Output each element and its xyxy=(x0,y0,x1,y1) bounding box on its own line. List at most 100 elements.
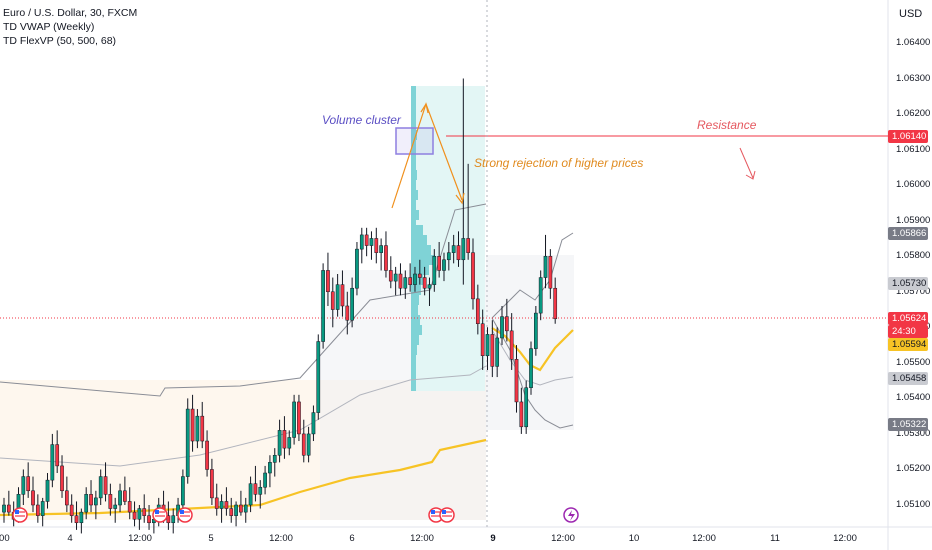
candle-body xyxy=(123,490,127,502)
candle-body xyxy=(45,479,50,502)
price-tick-label: 1.05400 xyxy=(896,392,931,403)
candle-body xyxy=(456,245,461,261)
candle-body xyxy=(485,334,490,356)
candle-body xyxy=(263,472,267,488)
candle-body xyxy=(253,483,258,495)
candle-body xyxy=(553,287,558,320)
candle-body xyxy=(214,497,219,509)
price-tag-lower-mid[interactable]: 1.05458 xyxy=(888,372,928,385)
candle-body xyxy=(195,415,200,442)
candle-body xyxy=(31,490,35,506)
candle-body xyxy=(219,501,224,509)
candle-body xyxy=(321,270,325,342)
price-tag-vwap[interactable]: 1.05594 xyxy=(888,338,928,351)
chart-legend: Euro / U.S. Dollar, 30, FXCM TD VWAP (We… xyxy=(3,6,137,48)
candle-body xyxy=(229,508,234,516)
price-tick-label: 1.05700 xyxy=(896,285,931,297)
candle-body xyxy=(301,433,306,456)
price-tag-last-price[interactable]: 1.05624 xyxy=(888,312,928,325)
volume-profile-bar xyxy=(411,235,427,245)
candle-body xyxy=(224,501,229,509)
candle-body xyxy=(147,515,151,524)
candle-body xyxy=(185,408,190,477)
candle-body xyxy=(427,284,432,289)
resistance-arrow-head xyxy=(745,170,756,180)
candle-body xyxy=(529,348,533,388)
candle-body xyxy=(471,252,475,300)
candle-body xyxy=(369,238,374,246)
upper-band-line xyxy=(0,203,487,397)
candle-body xyxy=(345,305,350,321)
candle-body xyxy=(239,504,243,513)
candle-body xyxy=(306,433,311,456)
time-tick-label: 4 xyxy=(67,533,73,544)
candle-body xyxy=(243,504,248,513)
candle-body xyxy=(403,277,408,289)
candle-body xyxy=(446,252,451,261)
candle-body xyxy=(495,337,500,367)
price-tick-label: 1.06400 xyxy=(896,37,931,48)
next-upper-band xyxy=(491,232,574,319)
volume-profile-bar xyxy=(411,86,416,391)
price-tick-label: 1.05300 xyxy=(896,427,931,439)
price-tag-resistance[interactable]: 1.06140 xyxy=(888,130,928,143)
candle-body xyxy=(335,284,340,310)
price-tag-countdown[interactable]: 24:30 xyxy=(888,325,928,338)
lower-band-line xyxy=(0,365,487,467)
candle-body xyxy=(171,515,176,524)
candle-body xyxy=(248,483,253,506)
candle-body xyxy=(451,245,456,253)
candle-body xyxy=(514,359,519,403)
candle-body xyxy=(205,440,209,470)
rejection-annotation[interactable]: Strong rejection of higher prices xyxy=(474,156,644,170)
candle-body xyxy=(268,462,272,474)
candle-body xyxy=(509,330,514,360)
price-tag-band-mid[interactable]: 1.05730 xyxy=(888,277,928,290)
price-tick-label: 1.05100 xyxy=(896,498,931,510)
volume-cluster-annotation[interactable]: Volume cluster xyxy=(322,113,401,127)
candle-body xyxy=(292,401,296,438)
candle-body xyxy=(60,465,64,492)
volume-profile-bar xyxy=(411,255,435,265)
candle-body xyxy=(543,255,548,278)
candle-body xyxy=(98,476,103,499)
price-tag-upper-band[interactable]: 1.05866 xyxy=(888,227,928,240)
flag-canton xyxy=(180,510,184,514)
candle-body xyxy=(108,494,113,509)
currency-label[interactable]: USD xyxy=(899,8,923,20)
candle-body xyxy=(118,490,122,506)
candle-body xyxy=(524,387,529,428)
candle-body xyxy=(113,504,118,509)
candle-body xyxy=(350,287,354,321)
indicator-vwap-label[interactable]: TD VWAP (Weekly) xyxy=(3,21,95,33)
time-tick-label: 11 xyxy=(770,533,780,544)
symbol-title[interactable]: Euro / U.S. Dollar, 30, FXCM xyxy=(3,7,138,19)
candle-body xyxy=(548,255,553,289)
volume-profile-bar xyxy=(411,225,423,235)
candle-body xyxy=(466,238,471,253)
price-tick-label: 1.05500 xyxy=(896,356,931,368)
volume-profile-bar xyxy=(411,275,423,285)
candle-body xyxy=(490,334,495,367)
volume-profile-bar xyxy=(411,245,431,255)
time-tick-label: 12:00 xyxy=(410,533,434,544)
candle-body xyxy=(480,323,485,356)
candle-body xyxy=(519,401,524,428)
time-tick-label: 12:00 xyxy=(128,533,152,544)
candle-body xyxy=(326,270,330,293)
candle-body xyxy=(69,504,74,516)
price-tick-label: 1.05800 xyxy=(896,250,931,261)
candle-body xyxy=(55,444,60,467)
candle-body xyxy=(65,490,69,506)
candle-body xyxy=(6,504,11,513)
price-tick-label: 1.06100 xyxy=(896,143,931,155)
time-tick-label: 9 xyxy=(490,533,496,544)
indicator-flexvp-label[interactable]: TD FlexVP (50, 500, 68) xyxy=(3,35,117,47)
price-tag-lower-band[interactable]: 1.05322 xyxy=(888,418,928,431)
candle-body xyxy=(84,494,89,513)
candle-body xyxy=(137,508,142,520)
resistance-annotation[interactable]: Resistance xyxy=(697,118,757,132)
candle-body xyxy=(500,316,504,339)
candle-body xyxy=(408,277,412,285)
